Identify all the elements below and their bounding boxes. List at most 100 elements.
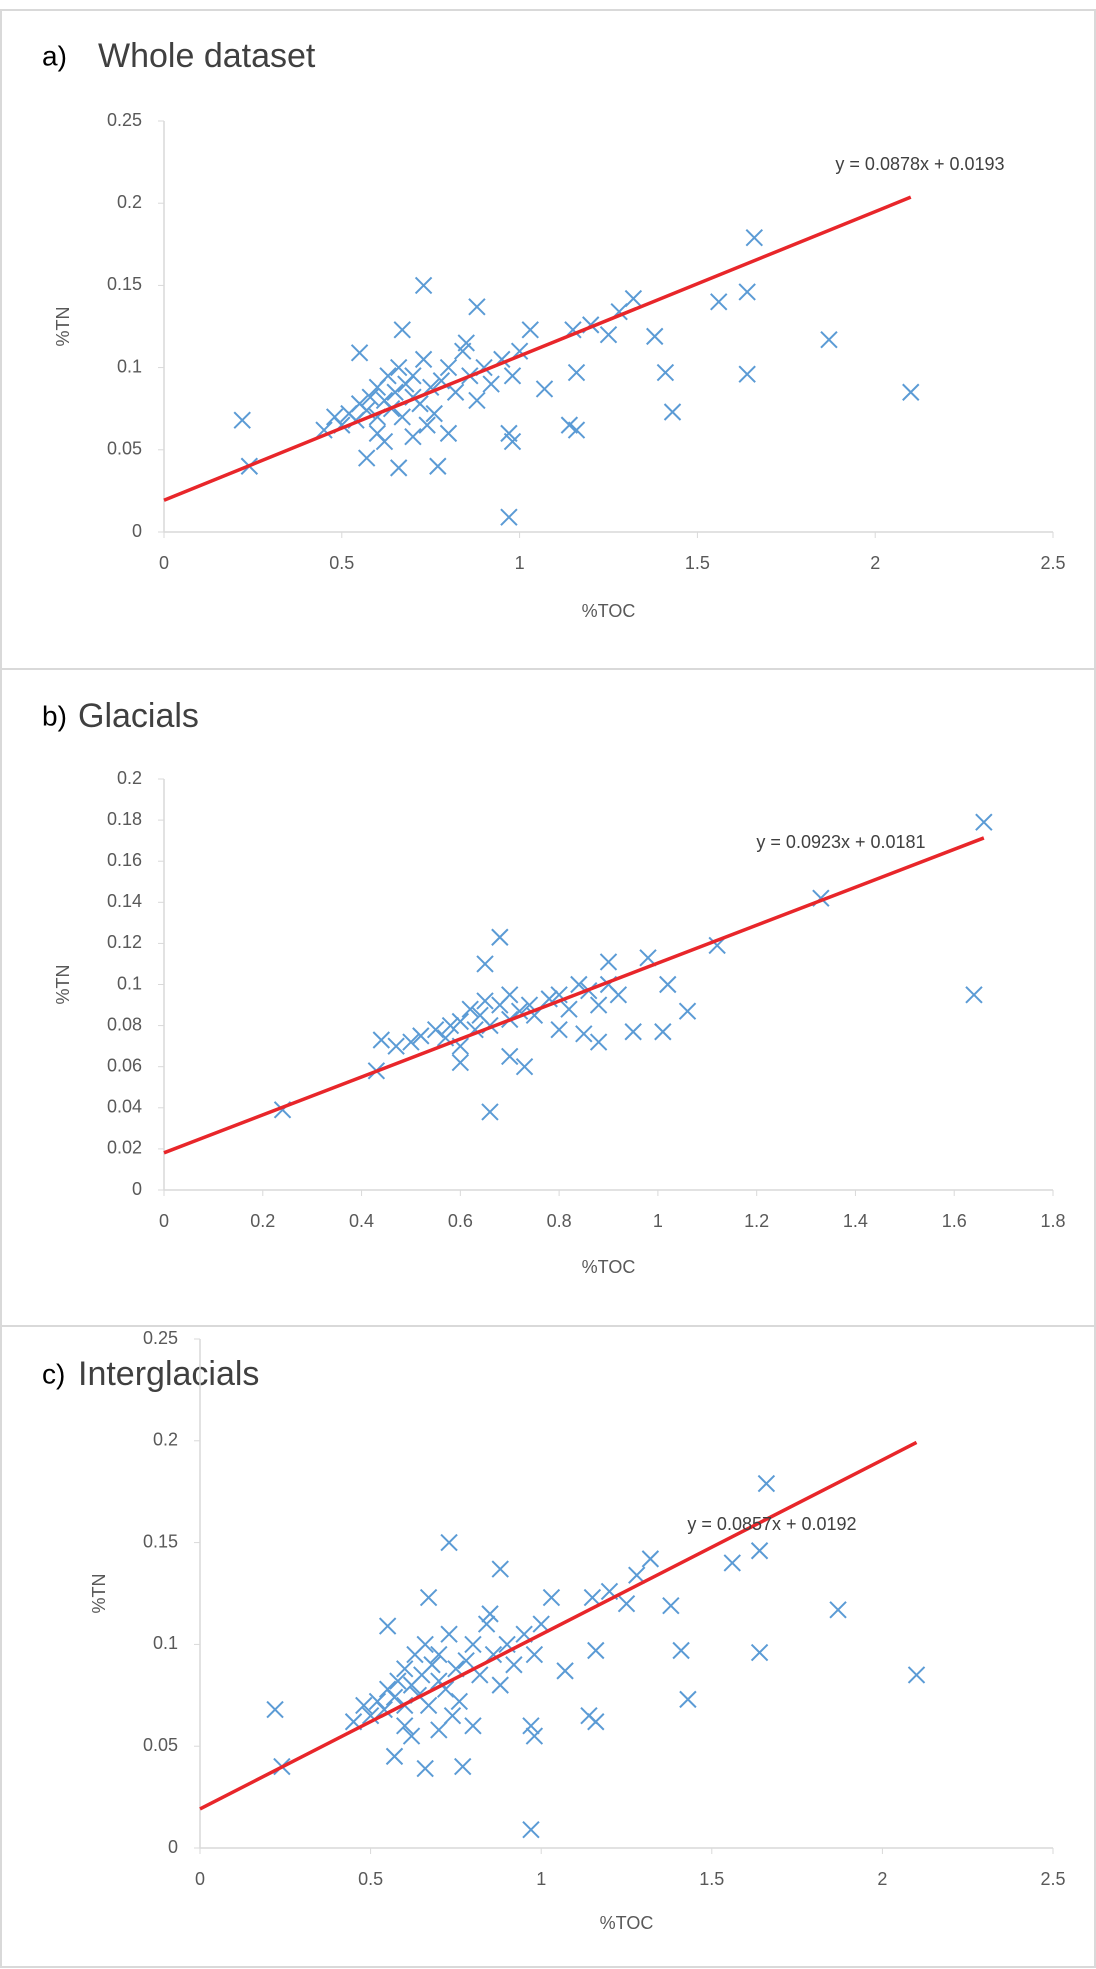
point xyxy=(624,1023,642,1041)
point xyxy=(491,928,509,946)
point xyxy=(266,1700,284,1719)
point xyxy=(672,1641,690,1660)
point xyxy=(429,457,447,475)
y-tick-label: 0.18 xyxy=(107,809,142,829)
trendline xyxy=(199,1440,918,1811)
y-tick-label: 0.04 xyxy=(107,1097,142,1117)
point xyxy=(560,1000,578,1018)
x-tick-label: 2.5 xyxy=(1040,1869,1065,1889)
point xyxy=(750,1643,769,1662)
point xyxy=(617,1594,636,1613)
point xyxy=(738,365,756,383)
point xyxy=(315,421,333,439)
point xyxy=(419,1696,438,1715)
point xyxy=(416,1759,434,1778)
x-tick-label: 1.5 xyxy=(699,1869,724,1889)
point xyxy=(436,1680,455,1698)
point xyxy=(361,1706,380,1725)
point xyxy=(542,1588,561,1607)
point xyxy=(414,350,433,369)
point xyxy=(567,363,586,382)
panel-label: c) xyxy=(42,1358,65,1389)
point xyxy=(975,813,993,831)
y-tick-label: 0 xyxy=(132,521,142,541)
y-tick-label: 0.1 xyxy=(117,973,142,993)
point xyxy=(656,363,675,382)
point xyxy=(378,1617,397,1635)
point xyxy=(357,449,376,467)
x-tick-label: 1.2 xyxy=(744,1211,769,1231)
y-tick-label: 0.06 xyxy=(107,1055,142,1075)
x-axis-title: %TOC xyxy=(582,1257,636,1277)
point xyxy=(430,1645,448,1664)
point xyxy=(389,358,408,377)
x-tick-label: 1.5 xyxy=(685,553,710,573)
point xyxy=(902,383,920,401)
y-tick-label: 0.2 xyxy=(153,1430,178,1450)
point xyxy=(750,1542,769,1560)
point xyxy=(662,1597,680,1615)
x-axis-title: %TOC xyxy=(582,601,636,621)
y-tick-label: 0.05 xyxy=(107,439,142,459)
point xyxy=(418,416,436,434)
point xyxy=(575,1025,593,1043)
x-tick-label: 1 xyxy=(536,1869,546,1889)
point xyxy=(386,383,404,401)
point xyxy=(404,427,422,446)
point xyxy=(609,986,628,1004)
y-tick-label: 0.12 xyxy=(107,932,142,952)
point xyxy=(641,1550,660,1568)
point xyxy=(550,1021,568,1039)
x-tick-label: 1.4 xyxy=(843,1211,868,1231)
y-tick-label: 0 xyxy=(168,1837,178,1857)
point xyxy=(396,1717,414,1735)
point xyxy=(457,1651,475,1670)
x-tick-label: 1 xyxy=(653,1211,663,1231)
y-axis-title: %TN xyxy=(53,307,73,347)
point xyxy=(723,1554,741,1572)
y-tick-label: 0.16 xyxy=(107,850,142,870)
point xyxy=(419,1588,438,1607)
point xyxy=(745,229,764,247)
point xyxy=(430,1721,448,1739)
trendline-equation: y = 0.0878x + 0.0193 xyxy=(835,154,1004,174)
x-tick-label: 0.5 xyxy=(358,1869,383,1889)
x-tick-label: 0.4 xyxy=(349,1211,374,1231)
point xyxy=(628,1566,646,1584)
y-tick-label: 0.15 xyxy=(107,274,142,294)
x-tick-label: 0.6 xyxy=(448,1211,473,1231)
point xyxy=(503,367,522,385)
x-tick-label: 0.2 xyxy=(250,1211,275,1231)
trendline xyxy=(163,195,912,502)
y-tick-label: 0.2 xyxy=(117,768,142,788)
point xyxy=(350,344,369,362)
y-tick-label: 0.1 xyxy=(117,356,142,376)
point xyxy=(580,1706,598,1725)
point xyxy=(525,1645,544,1664)
x-tick-label: 0 xyxy=(195,1869,205,1889)
point xyxy=(464,1717,482,1735)
point xyxy=(583,1588,602,1607)
point xyxy=(624,289,643,308)
y-axis-title: %TN xyxy=(89,1574,109,1614)
point xyxy=(757,1474,776,1493)
point xyxy=(414,276,433,295)
point xyxy=(663,403,682,421)
x-tick-label: 0.8 xyxy=(547,1211,572,1231)
chart-title: Interglacials xyxy=(78,1355,259,1393)
y-tick-label: 0.02 xyxy=(107,1138,142,1158)
point xyxy=(532,1615,550,1633)
point xyxy=(710,293,728,311)
trendline xyxy=(163,836,985,1155)
point xyxy=(500,508,518,526)
point xyxy=(501,1047,519,1066)
y-tick-label: 0.15 xyxy=(143,1531,178,1551)
point xyxy=(560,416,579,434)
point xyxy=(521,321,539,339)
point xyxy=(387,1037,405,1055)
point xyxy=(589,996,608,1014)
point xyxy=(441,1016,460,1035)
point xyxy=(385,1747,404,1766)
point xyxy=(679,1690,697,1709)
